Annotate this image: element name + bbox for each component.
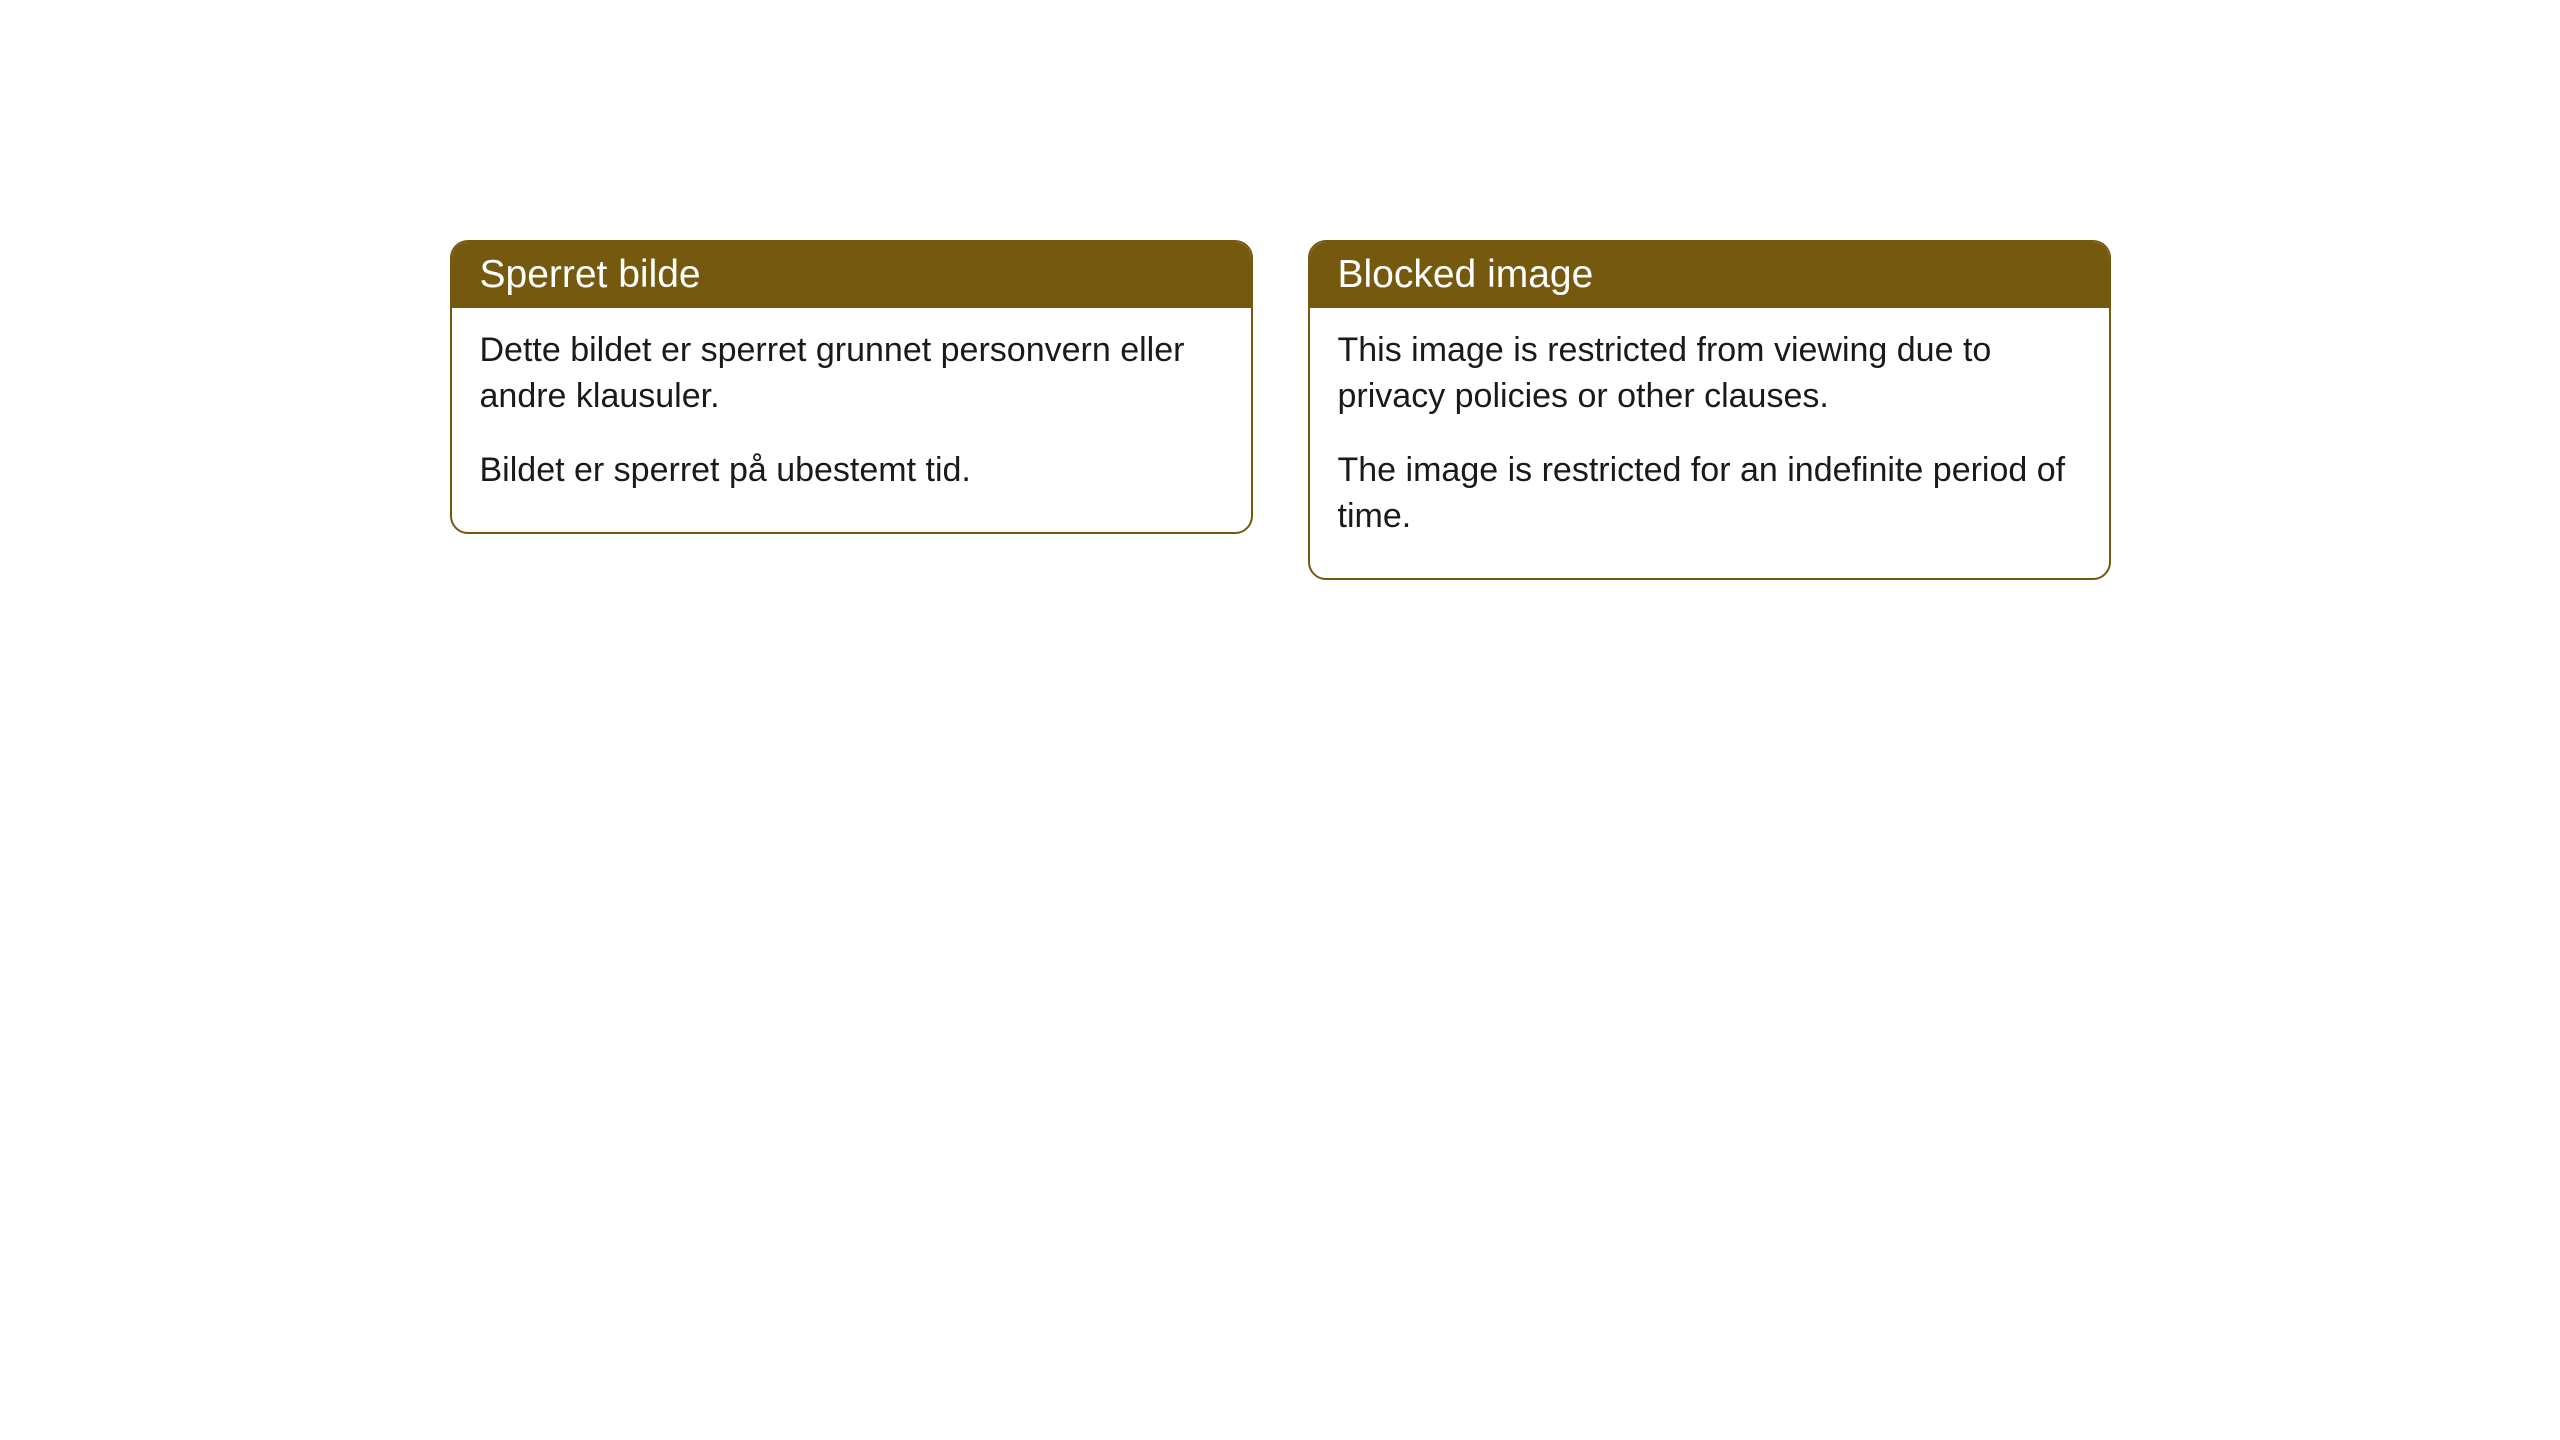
- card-text-en-2: The image is restricted for an indefinit…: [1338, 448, 2081, 540]
- card-header-no: Sperret bilde: [452, 242, 1251, 308]
- card-body-no: Dette bildet er sperret grunnet personve…: [452, 308, 1251, 532]
- card-body-en: This image is restricted from viewing du…: [1310, 308, 2109, 578]
- notice-cards-container: Sperret bilde Dette bildet er sperret gr…: [450, 240, 2111, 1440]
- card-header-en: Blocked image: [1310, 242, 2109, 308]
- blocked-image-card-no: Sperret bilde Dette bildet er sperret gr…: [450, 240, 1253, 534]
- card-text-en-1: This image is restricted from viewing du…: [1338, 328, 2081, 420]
- blocked-image-card-en: Blocked image This image is restricted f…: [1308, 240, 2111, 580]
- card-text-no-2: Bildet er sperret på ubestemt tid.: [480, 448, 1223, 494]
- card-text-no-1: Dette bildet er sperret grunnet personve…: [480, 328, 1223, 420]
